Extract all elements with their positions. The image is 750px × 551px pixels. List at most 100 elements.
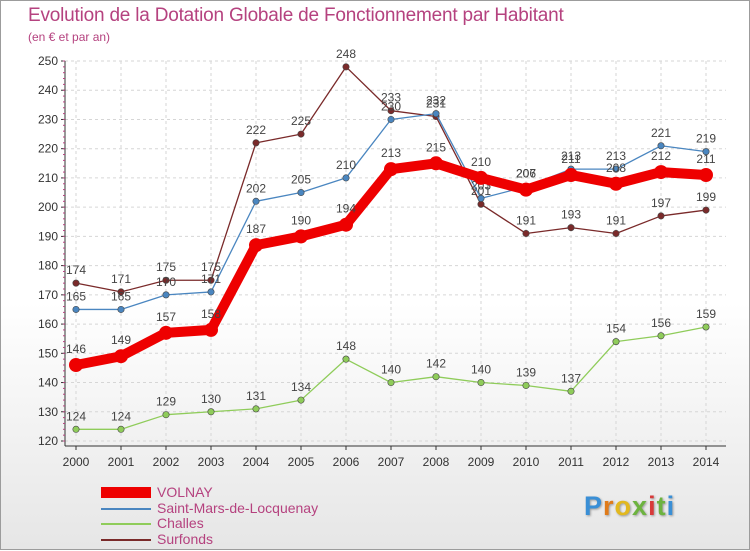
data-point-volnay <box>564 168 578 182</box>
data-point-challes <box>72 425 80 433</box>
data-label-surfonds: 225 <box>291 114 311 128</box>
data-point-volnay <box>609 176 623 191</box>
data-point-surfonds <box>297 130 305 138</box>
data-label-saint-mars-de-locquenay: 170 <box>156 275 176 289</box>
data-label-saint-mars-de-locquenay: 207 <box>516 167 536 181</box>
data-point-challes <box>252 405 260 413</box>
legend-swatch-surfonds <box>101 538 151 541</box>
x-tick-label: 2005 <box>288 455 315 469</box>
x-tick-label: 2002 <box>153 455 180 469</box>
data-label-saint-mars-de-locquenay: 213 <box>606 149 626 163</box>
data-label-surfonds: 175 <box>201 260 221 274</box>
legend-label-volnay: VOLNAY <box>157 484 213 500</box>
y-tick-label: 200 <box>38 200 58 214</box>
data-label-challes: 124 <box>66 409 86 423</box>
data-label-saint-mars-de-locquenay: 230 <box>381 99 401 113</box>
data-label-surfonds: 233 <box>381 91 401 105</box>
y-tick-label: 140 <box>38 376 58 390</box>
proxiti-logo: Proxiti <box>584 491 675 522</box>
y-tick-label: 220 <box>38 142 58 156</box>
data-point-volnay <box>159 325 173 340</box>
data-point-saint-mars-de-locquenay <box>207 288 215 296</box>
x-tick-label: 2008 <box>423 455 450 469</box>
data-point-volnay <box>339 217 353 232</box>
data-point-saint-mars-de-locquenay <box>117 305 125 313</box>
data-point-volnay <box>699 168 713 182</box>
data-label-saint-mars-de-locquenay: 210 <box>336 158 356 172</box>
data-label-surfonds: 175 <box>156 260 176 274</box>
data-point-surfonds <box>342 63 350 71</box>
data-point-volnay <box>429 156 443 171</box>
x-tick-label: 2006 <box>333 455 360 469</box>
data-label-challes: 159 <box>696 307 716 321</box>
legend-swatch-saint-mars <box>101 507 151 510</box>
data-label-volnay: 215 <box>426 140 446 154</box>
y-tick-label: 150 <box>38 346 58 360</box>
data-label-surfonds: 231 <box>426 97 446 111</box>
y-tick-label: 170 <box>38 288 58 302</box>
data-point-volnay <box>294 229 308 244</box>
data-label-challes: 139 <box>516 365 536 379</box>
data-point-volnay <box>519 182 533 197</box>
data-label-challes: 140 <box>381 363 401 377</box>
data-label-surfonds: 191 <box>516 213 536 227</box>
data-label-challes: 142 <box>426 357 446 371</box>
logo-letter: x <box>632 491 649 521</box>
logo-letter: o <box>614 491 633 521</box>
data-label-challes: 131 <box>246 389 266 403</box>
data-label-surfonds: 174 <box>66 263 86 277</box>
data-label-challes: 154 <box>606 322 626 336</box>
logo-letter: i <box>648 491 657 521</box>
data-point-challes <box>702 323 710 331</box>
x-tick-label: 2009 <box>468 455 495 469</box>
data-label-volnay: 212 <box>651 149 671 163</box>
x-tick-label: 2003 <box>198 455 225 469</box>
data-point-challes <box>297 396 305 404</box>
logo-letter: t <box>656 491 667 521</box>
data-point-challes <box>567 387 575 395</box>
legend-swatch-challes <box>101 523 151 525</box>
x-tick-label: 2007 <box>378 455 405 469</box>
data-point-saint-mars-de-locquenay <box>162 291 170 299</box>
data-point-volnay <box>114 349 128 364</box>
data-label-surfonds: 197 <box>651 196 671 210</box>
data-label-challes: 130 <box>201 392 221 406</box>
data-point-volnay <box>654 165 668 180</box>
x-tick-label: 2001 <box>108 455 135 469</box>
y-tick-label: 240 <box>38 83 58 97</box>
data-point-saint-mars-de-locquenay <box>387 115 395 123</box>
data-point-surfonds <box>162 276 170 284</box>
data-label-surfonds: 248 <box>336 47 356 61</box>
data-point-challes <box>117 425 125 433</box>
legend-label-surfonds: Surfonds <box>157 530 214 547</box>
data-point-saint-mars-de-locquenay <box>657 142 665 150</box>
legend-label-challes: Challes <box>157 515 204 531</box>
data-point-surfonds <box>477 200 485 208</box>
x-tick-label: 2010 <box>513 455 540 469</box>
data-point-volnay <box>204 322 218 337</box>
data-point-volnay <box>384 162 398 177</box>
chart-subtitle: (en € et par an) <box>28 30 111 44</box>
chart-title: Evolution de la Dotation Globale de Fonc… <box>28 5 564 26</box>
data-label-challes: 137 <box>561 371 581 385</box>
data-label-volnay: 211 <box>561 152 580 166</box>
x-tick-label: 2012 <box>603 455 630 469</box>
data-point-surfonds <box>207 276 215 284</box>
y-tick-label: 120 <box>38 434 58 448</box>
data-label-saint-mars-de-locquenay: 221 <box>651 126 671 140</box>
y-tick-label: 160 <box>38 317 58 331</box>
x-tick-label: 2011 <box>558 455 584 469</box>
data-point-saint-mars-de-locquenay <box>72 305 80 313</box>
data-label-volnay: 211 <box>696 152 715 166</box>
data-point-saint-mars-de-locquenay <box>297 189 305 197</box>
data-label-surfonds: 193 <box>561 208 581 222</box>
data-point-challes <box>342 355 350 363</box>
data-label-volnay: 187 <box>246 222 266 236</box>
data-label-challes: 134 <box>291 380 311 394</box>
data-label-volnay: 146 <box>66 342 86 356</box>
data-point-challes <box>162 411 170 419</box>
x-tick-label: 2014 <box>693 455 720 469</box>
data-point-surfonds <box>522 229 530 237</box>
